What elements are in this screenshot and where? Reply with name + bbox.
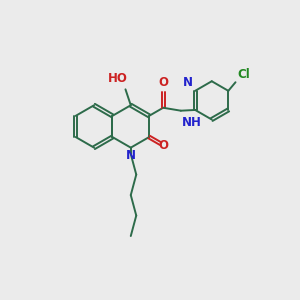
Text: O: O <box>158 76 168 89</box>
Text: Cl: Cl <box>237 68 250 81</box>
Text: HO: HO <box>108 72 128 85</box>
Text: NH: NH <box>182 116 202 129</box>
Text: O: O <box>159 139 169 152</box>
Text: N: N <box>126 149 136 162</box>
Text: N: N <box>183 76 193 89</box>
